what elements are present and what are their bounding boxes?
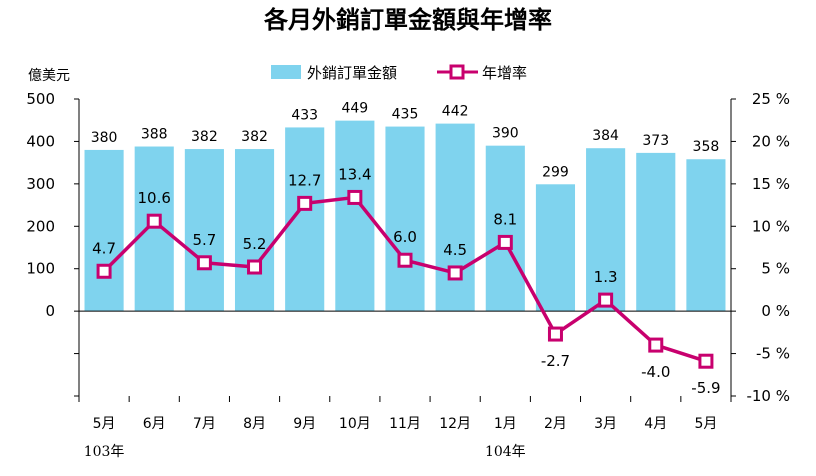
right-tick-label: 0 % bbox=[761, 302, 790, 320]
bar bbox=[234, 149, 275, 312]
legend-bar-swatch bbox=[271, 65, 301, 79]
category-label: 5月 bbox=[93, 416, 116, 432]
rate-marker bbox=[397, 252, 413, 268]
right-tick-label: 20 % bbox=[752, 132, 790, 150]
bars bbox=[84, 120, 726, 312]
rate-value-label: -2.7 bbox=[541, 352, 570, 370]
bar-value-label: 390 bbox=[492, 126, 519, 142]
rate-value-label: -5.9 bbox=[691, 379, 720, 397]
legend: 外銷訂單金額 年增率 bbox=[271, 64, 527, 82]
right-tick-label: 5 % bbox=[761, 260, 790, 278]
bar-value-label: 380 bbox=[91, 130, 118, 146]
rate-marker bbox=[297, 195, 313, 211]
right-tick-label: 15 % bbox=[752, 175, 790, 193]
bar-value-label: 373 bbox=[642, 133, 669, 149]
bar-value-label: 433 bbox=[291, 107, 318, 123]
rate-marker bbox=[497, 234, 513, 250]
legend-bar-label: 外銷訂單金額 bbox=[307, 64, 397, 82]
bar-value-label: 382 bbox=[241, 129, 268, 145]
year-label: 103年 bbox=[84, 444, 125, 460]
rate-marker bbox=[698, 353, 714, 369]
category-label: 12月 bbox=[439, 416, 471, 432]
bar-value-label: 442 bbox=[442, 104, 469, 120]
chart-title: 各月外銷訂單金額與年增率 bbox=[263, 5, 552, 34]
bar bbox=[385, 126, 425, 312]
bar-value-label: 358 bbox=[693, 139, 720, 155]
rate-value-label: -4.0 bbox=[641, 363, 670, 381]
bar bbox=[586, 148, 626, 312]
bar bbox=[134, 146, 174, 312]
rate-value-label: 4.7 bbox=[92, 239, 116, 257]
bar bbox=[84, 149, 124, 312]
rate-value-label: 12.7 bbox=[288, 171, 321, 189]
bar bbox=[636, 152, 676, 312]
left-axis-unit: 億美元 bbox=[28, 68, 70, 84]
rate-value-label: 8.1 bbox=[493, 210, 517, 228]
bar bbox=[184, 149, 224, 312]
category-label: 9月 bbox=[293, 416, 316, 432]
left-tick-label: 0 bbox=[45, 302, 55, 320]
category-label: 3月 bbox=[594, 416, 617, 432]
left-tick-label: 300 bbox=[26, 175, 55, 193]
rate-marker bbox=[598, 292, 614, 308]
right-tick-label: 10 % bbox=[752, 217, 790, 235]
category-label: 2月 bbox=[544, 416, 567, 432]
bar-value-label: 435 bbox=[392, 107, 419, 123]
legend-line-marker bbox=[449, 64, 465, 80]
category-label: 5月 bbox=[694, 416, 717, 432]
bar bbox=[485, 145, 525, 312]
bar bbox=[535, 184, 576, 312]
rate-value-label: 6.0 bbox=[393, 228, 417, 246]
year-label: 104年 bbox=[485, 444, 526, 460]
rate-marker bbox=[347, 189, 363, 205]
right-tick-label: -5 % bbox=[756, 345, 790, 363]
axes: 0 100 200 300 400 500 -10 % -5 % 0 % 5 % 10 % 15 % 2… bbox=[26, 90, 790, 460]
category-label: 8月 bbox=[243, 416, 266, 432]
rate-marker bbox=[247, 259, 263, 275]
rate-marker bbox=[447, 265, 463, 281]
rate-marker bbox=[547, 326, 563, 342]
category-label: 10月 bbox=[339, 416, 371, 432]
legend-line-label: 年增率 bbox=[482, 64, 527, 82]
rate-value-label: 4.5 bbox=[443, 241, 467, 259]
category-label: 7月 bbox=[193, 416, 216, 432]
data-labels: 380 388 382 382 433 449 435 442 390 299 384 373 358 4… bbox=[91, 101, 721, 398]
category-label: 11月 bbox=[389, 416, 421, 432]
bar-value-label: 384 bbox=[592, 128, 619, 144]
rate-value-label: 5.2 bbox=[243, 235, 267, 253]
left-tick-label: 500 bbox=[26, 90, 55, 108]
bar-value-label: 299 bbox=[542, 164, 569, 180]
category-label: 1月 bbox=[494, 416, 517, 432]
bar-value-label: 382 bbox=[191, 129, 218, 145]
rate-value-label: 10.6 bbox=[138, 189, 171, 207]
category-label: 4月 bbox=[644, 416, 667, 432]
rate-value-label: 5.7 bbox=[192, 231, 216, 249]
rate-marker bbox=[196, 255, 212, 271]
rate-marker bbox=[648, 337, 664, 353]
rate-value-label: 1.3 bbox=[594, 268, 618, 286]
rate-value-label: 13.4 bbox=[338, 165, 371, 183]
right-tick-label: 25 % bbox=[752, 90, 790, 108]
rate-marker bbox=[146, 213, 162, 229]
right-tick-label: -10 % bbox=[746, 387, 790, 405]
left-tick-label: 100 bbox=[26, 260, 55, 278]
bar bbox=[435, 123, 475, 312]
rate-marker bbox=[96, 263, 112, 279]
rate-line bbox=[96, 189, 714, 369]
left-tick-label: 200 bbox=[26, 217, 55, 235]
category-label: 6月 bbox=[143, 416, 166, 432]
bar bbox=[686, 159, 726, 312]
bar-value-label: 388 bbox=[141, 127, 168, 143]
bar-value-label: 449 bbox=[341, 101, 368, 117]
left-tick-label: 400 bbox=[26, 132, 55, 150]
